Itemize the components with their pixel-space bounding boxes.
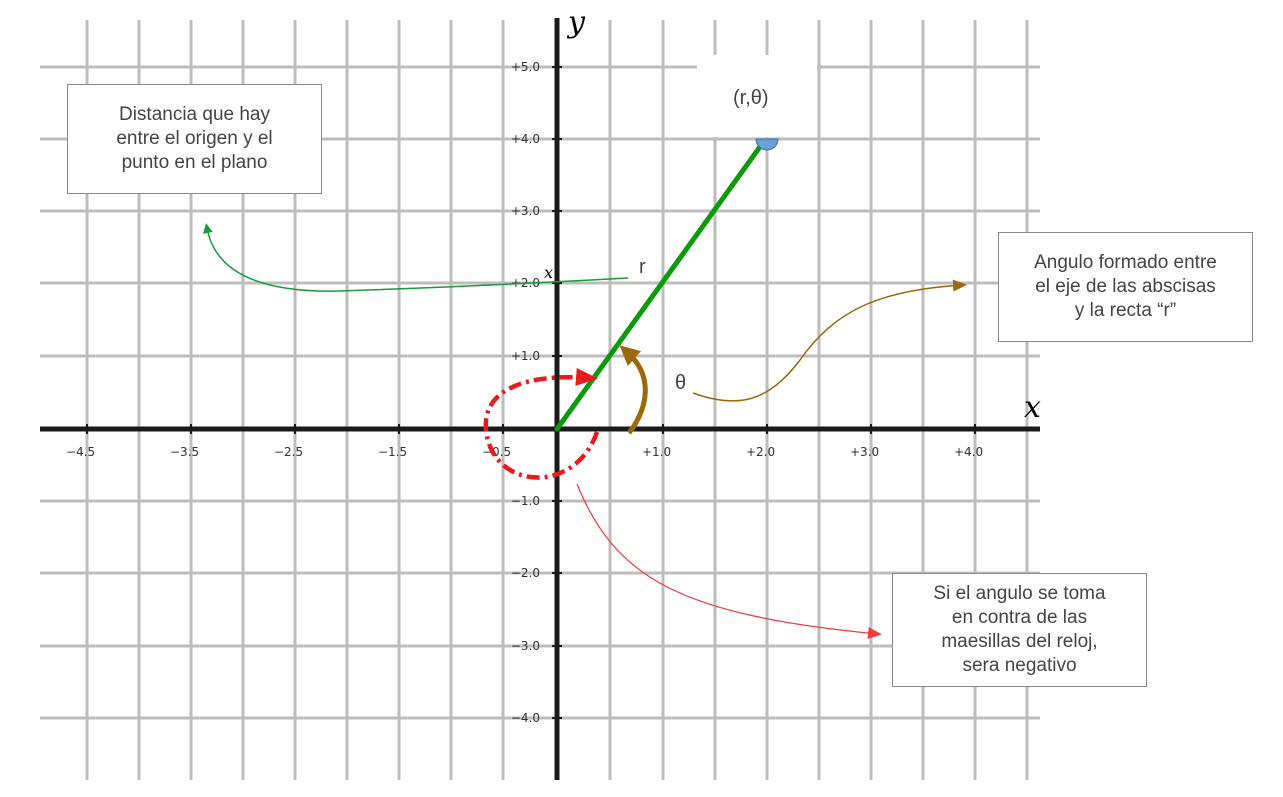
x-tick-label: +3.0 xyxy=(850,445,879,459)
y-tick-label: +1.0 xyxy=(511,349,540,363)
angle-label: θ xyxy=(675,372,686,394)
small-x-label: x xyxy=(544,263,553,282)
x-tick-label: −4.5 xyxy=(66,445,95,459)
y-tick-label: +5.0 xyxy=(511,60,540,74)
distance-note-line: entre el origen y el xyxy=(116,128,273,149)
y-tick-label: +3.0 xyxy=(511,204,540,218)
distance-note-line: punto en el plano xyxy=(121,152,268,173)
angle-arrow xyxy=(619,345,648,435)
y-tick-labels: +5.0 +4.0 +3.0 +2.0 +1.0 −1.0 −2.0 −3.0 … xyxy=(511,60,540,725)
x-tick-label: −1.5 xyxy=(378,445,407,459)
angle-connector-arrow xyxy=(692,279,967,402)
axes xyxy=(40,18,1040,780)
angle-note-line: y la recta “r” xyxy=(1074,300,1177,321)
y-tick-label: −4.0 xyxy=(511,711,540,725)
negative-angle-note: Si el angulo se toma en contra de las ma… xyxy=(892,573,1147,687)
point-label: (r,θ) xyxy=(733,87,769,109)
negative-note-line: Si el angulo se toma xyxy=(933,583,1106,604)
x-tick-label: +2.0 xyxy=(746,445,775,459)
y-axis-title: y xyxy=(566,5,586,40)
point-marker xyxy=(755,138,779,151)
negative-connector-arrow xyxy=(576,483,882,640)
negative-note-line: en contra de las xyxy=(951,607,1088,628)
y-tick-label: −1.0 xyxy=(511,494,540,508)
x-tick-label: +4.0 xyxy=(954,445,983,459)
distance-connector-arrow xyxy=(202,223,629,292)
x-axis-title: x xyxy=(1024,390,1041,425)
x-tick-label: −3.5 xyxy=(170,445,199,459)
distance-note-line: Distancia que hay xyxy=(118,104,271,125)
negative-angle-arrow xyxy=(483,367,600,480)
angle-note-line: Angulo formado entre xyxy=(1034,252,1217,273)
grid xyxy=(40,20,1040,780)
x-tick-label: +1.0 xyxy=(642,445,671,459)
x-tick-label: −2.5 xyxy=(274,445,303,459)
negative-note-line: maesillas del reloj, xyxy=(941,631,1098,652)
angle-note: Angulo formado entre el eje de las absci… xyxy=(998,232,1253,342)
y-tick-label: +4.0 xyxy=(511,132,540,146)
negative-note-line: sera negativo xyxy=(962,655,1077,676)
point-label-background xyxy=(697,55,817,137)
x-tick-label: −0.5 xyxy=(482,445,511,459)
x-tick-labels: −4.5 −3.5 −2.5 −1.5 −0.5 +1.0 +2.0 +3.0 … xyxy=(66,445,983,459)
angle-note-line: el eje de las abscisas xyxy=(1035,276,1216,297)
distance-note: Distancia que hay entre el origen y el p… xyxy=(67,84,322,194)
y-tick-label: −3.0 xyxy=(511,639,540,653)
y-tick-label: −2.0 xyxy=(511,566,540,580)
tick-marks xyxy=(86,66,976,719)
radius-line xyxy=(554,141,765,432)
radius-label: r xyxy=(639,256,646,278)
